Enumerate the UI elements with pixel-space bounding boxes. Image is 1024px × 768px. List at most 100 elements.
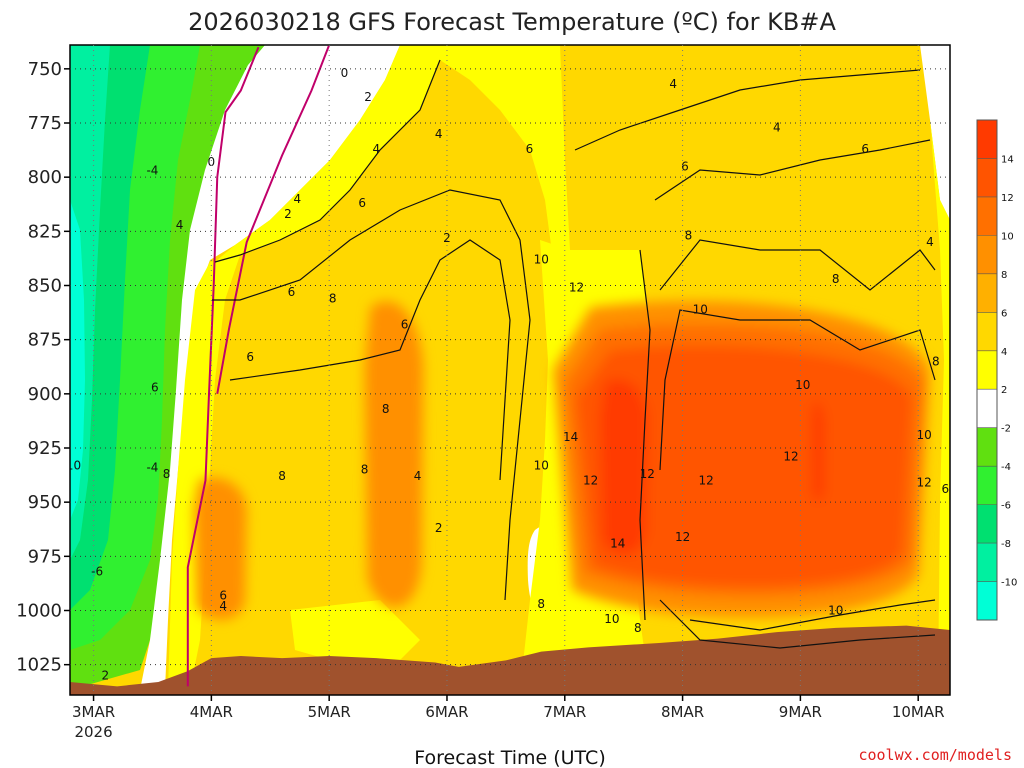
contour-label: 12 xyxy=(675,530,690,544)
x-tick-label: 5MAR xyxy=(308,703,351,721)
contour-label: 6 xyxy=(941,482,949,496)
x-tick-label: 9MAR xyxy=(779,703,822,721)
colorbar-label: 6 xyxy=(1001,308,1007,319)
contour-label: 8 xyxy=(382,402,390,416)
colorbar-swatch xyxy=(977,350,997,390)
grid-lines xyxy=(70,45,950,695)
contour-label: 2 xyxy=(364,90,372,104)
contour-label: 2 xyxy=(102,669,110,683)
contour-label: 6 xyxy=(401,318,409,332)
x-year-label: 2026 xyxy=(74,723,112,741)
y-tick-label: 950 xyxy=(28,492,62,513)
colorbar-swatch xyxy=(977,196,997,236)
contour-label: 6 xyxy=(219,588,227,602)
colorbar-label: -8 xyxy=(1001,539,1011,550)
contour-label: 12 xyxy=(569,281,584,295)
y-axis: 750 775 800 825 850 875 900 925 950 975 1000 1025 xyxy=(16,59,70,676)
temperature-band-14 xyxy=(812,402,824,502)
colorbar-label: -10 xyxy=(1001,578,1017,589)
band-2-4-upper xyxy=(215,45,570,275)
colorbar-swatch xyxy=(977,273,997,313)
contour-label: 6 xyxy=(246,350,254,364)
y-tick-label: 875 xyxy=(28,330,62,351)
contour-label: -6 xyxy=(91,565,103,579)
contour-label: 4 xyxy=(435,127,443,141)
contour-label: 10 xyxy=(534,253,549,267)
contour-line xyxy=(214,59,441,263)
y-tick-label: 925 xyxy=(28,438,62,459)
x-tick-label: 3MAR xyxy=(72,703,115,721)
temperature-band-8 xyxy=(364,301,424,608)
colorbar-swatch xyxy=(977,504,997,544)
contour-label: 6 xyxy=(358,196,366,210)
contour-line xyxy=(212,189,531,601)
colorbar-label: -2 xyxy=(1001,424,1011,435)
contour-line xyxy=(639,249,651,621)
contour-label: 12 xyxy=(640,467,655,481)
contour-labels: 00-4-410-6222444446666668888884226664448… xyxy=(66,66,949,683)
cold-region xyxy=(70,45,265,690)
contour-label: 2 xyxy=(284,207,292,221)
contour-line xyxy=(229,239,511,481)
colorbar-swatch xyxy=(977,543,997,582)
colorbar-swatch xyxy=(977,389,997,428)
colorbar-label: -6 xyxy=(1001,501,1011,512)
y-tick-label: 800 xyxy=(28,167,62,188)
colorbar-swatch xyxy=(977,466,997,505)
contour-label: 4 xyxy=(414,469,422,483)
colorbar-swatch xyxy=(977,312,997,351)
colorbar-swatch xyxy=(977,235,997,274)
near-freezing-region xyxy=(140,45,400,690)
contour-label: 8 xyxy=(329,292,337,306)
contour-label: 2 xyxy=(435,521,443,535)
chart-title: 2026030218 GFS Forecast Temperature (ºC)… xyxy=(188,8,836,36)
plot-frame xyxy=(69,44,951,696)
band-2-4-lower xyxy=(168,255,240,690)
contour-label: 8 xyxy=(163,467,171,481)
contour-label: 8 xyxy=(685,229,693,243)
y-tick-label: 1000 xyxy=(16,601,62,622)
contour-label: 4 xyxy=(372,142,380,156)
freezing-line xyxy=(186,46,260,687)
colorbar-frame xyxy=(976,119,998,621)
contour-line xyxy=(659,239,936,291)
colorbar-label: 4 xyxy=(1001,347,1007,358)
temperature-band-14 xyxy=(600,379,648,555)
contour-label: 8 xyxy=(278,469,286,483)
contour-label: 10 xyxy=(66,458,81,472)
contour-label: 6 xyxy=(681,159,689,173)
x-tick-label: 10MAR xyxy=(892,703,945,721)
colorbar-label: 2 xyxy=(1001,385,1007,396)
plot-area: 00-4-410-6222444446666668888884226664448… xyxy=(66,45,950,695)
colorbar-label: 12 xyxy=(1001,193,1014,204)
contour-label: 4 xyxy=(926,235,934,249)
band-2-4-bottom-pocket xyxy=(290,600,420,660)
contour-label: 12 xyxy=(583,474,598,488)
contour-line xyxy=(689,599,936,631)
temperature-band-12 xyxy=(576,345,913,587)
freezing-lines xyxy=(186,45,331,687)
contour-line xyxy=(654,139,931,201)
contour-label: 12 xyxy=(699,474,714,488)
colorbar-swatch xyxy=(977,427,997,467)
y-tick-label: 750 xyxy=(28,59,62,80)
contour-label: 10 xyxy=(916,428,931,442)
near-freezing-top-strip xyxy=(920,45,950,220)
contour-label: 8 xyxy=(832,272,840,286)
contour-label: 8 xyxy=(537,597,545,611)
cold-band-cyan xyxy=(70,200,85,520)
contour-label: 14 xyxy=(610,536,625,550)
contour-line xyxy=(659,599,936,649)
x-axis: 3MAR 4MAR 5MAR 6MAR 7MAR 8MAR 9MAR 10MAR 2026 xyxy=(72,695,945,741)
contour-line xyxy=(659,309,936,471)
credit-text: coolwx.com/models xyxy=(858,746,1012,764)
temperature-band-8 xyxy=(193,477,247,620)
contour-label: 8 xyxy=(932,354,940,368)
y-tick-label: 975 xyxy=(28,546,62,567)
contour-label: 10 xyxy=(795,378,810,392)
contour-label: 6 xyxy=(526,142,534,156)
y-tick-label: 850 xyxy=(28,276,62,297)
colorbar-label: 10 xyxy=(1001,231,1014,242)
contour-label: 10 xyxy=(604,612,619,626)
contour-label: -4 xyxy=(146,461,158,475)
